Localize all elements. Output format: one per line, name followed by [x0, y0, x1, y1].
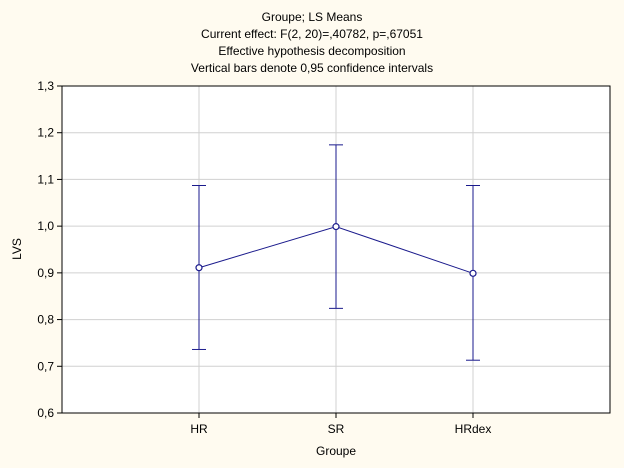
data-point [195, 264, 203, 272]
title-line-4: Vertical bars denote 0,95 confidence int… [191, 61, 433, 75]
chart-title: Groupe; LS Means Current effect: F(2, 20… [191, 10, 433, 75]
data-point [332, 223, 340, 231]
title-line-1: Groupe; LS Means [262, 10, 363, 24]
series-lvs [192, 144, 480, 361]
x-tick-label: HR [190, 422, 208, 436]
y-tick-label: 1,3 [37, 79, 54, 93]
y-tick-label: 0,7 [37, 359, 54, 373]
title-line-2: Current effect: F(2, 20)=,40782, p=,6705… [201, 27, 423, 41]
y-axis: 0,6 0,7 0,8 0,9 1,0 1,1 1,2 1,3 [37, 79, 62, 420]
x-tick-label: HRdex [455, 422, 492, 436]
data-point [469, 269, 477, 277]
title-line-3: Effective hypothesis decomposition [218, 44, 405, 58]
y-tick-label: 0,6 [37, 406, 54, 420]
y-axis-label: LVS [10, 238, 24, 260]
x-tick-label: SR [328, 422, 345, 436]
y-tick-label: 1,1 [37, 172, 54, 186]
y-tick-label: 0,9 [37, 266, 54, 280]
y-tick-label: 0,8 [37, 313, 54, 327]
y-tick-label: 1,0 [37, 219, 54, 233]
x-axis-label: Groupe [316, 444, 356, 458]
y-tick-label: 1,2 [37, 126, 54, 140]
x-axis: HR SR HRdex [190, 413, 491, 436]
